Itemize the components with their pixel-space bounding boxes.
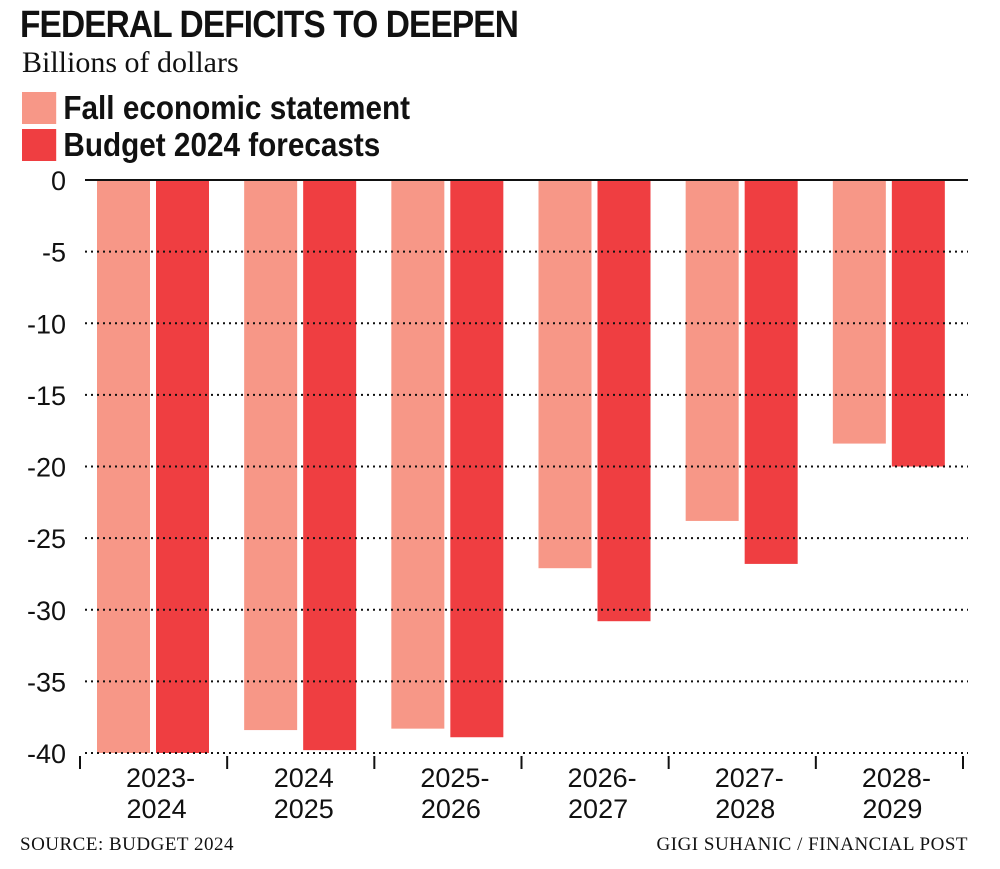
chart-subtitle: Billions of dollars <box>22 46 239 79</box>
bar <box>244 180 298 731</box>
bar <box>538 180 592 569</box>
x-tick-label: 2025 <box>274 794 334 824</box>
x-tick-label: 2024 <box>127 794 187 824</box>
bar <box>597 180 651 622</box>
x-tick-label: 2029 <box>862 794 922 824</box>
x-tick-label: 2027- <box>715 763 784 793</box>
y-tick-label: 0 <box>51 166 66 196</box>
legend-item-budget: Budget 2024 forecasts <box>22 126 381 163</box>
bar <box>97 180 150 753</box>
bar <box>450 180 504 738</box>
bar <box>303 180 357 751</box>
source-note: SOURCE: BUDGET 2024 <box>20 834 234 855</box>
x-tick-label: 2026- <box>568 763 637 793</box>
x-tick-label: 2028- <box>862 763 931 793</box>
legend-item-fall: Fall economic statement <box>22 89 410 126</box>
bar <box>391 180 445 729</box>
x-tick-label: 2025- <box>420 763 489 793</box>
legend-swatch <box>22 129 57 161</box>
y-tick-label: -10 <box>27 309 66 339</box>
x-tick-label: 2028 <box>715 794 775 824</box>
y-tick-label: -35 <box>27 667 66 697</box>
legend-label: Fall economic statement <box>63 89 410 126</box>
x-tick-label: 2026 <box>421 794 481 824</box>
y-tick-label: -30 <box>27 596 66 626</box>
bar <box>891 180 945 467</box>
x-tick-label: 2027 <box>568 794 628 824</box>
credit-note: GIGI SUHANIC / FINANCIAL POST <box>656 834 968 855</box>
bar <box>744 180 798 564</box>
x-tick-label: 2023- <box>126 763 195 793</box>
chart-title: FEDERAL DEFICITS TO DEEPEN <box>20 4 519 46</box>
y-tick-label: -15 <box>27 381 66 411</box>
x-tick-label: 2024 <box>274 763 334 793</box>
y-tick-label: -5 <box>42 238 66 268</box>
bar <box>685 180 739 521</box>
legend-label: Budget 2024 forecasts <box>63 126 381 163</box>
bar <box>832 180 886 444</box>
y-tick-label: -25 <box>27 524 66 554</box>
y-tick-label: -20 <box>27 453 66 483</box>
legend-swatch <box>22 92 57 124</box>
y-tick-label: -40 <box>27 739 66 769</box>
